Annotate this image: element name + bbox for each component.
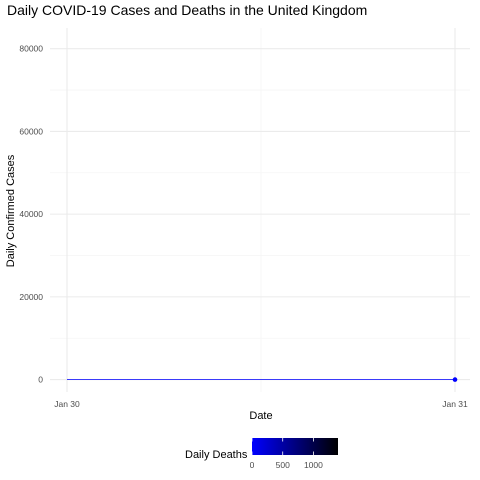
legend-colorbar [252, 438, 338, 455]
x-tick-label: Jan 30 [54, 399, 80, 409]
x-tick-label: Jan 31 [442, 399, 468, 409]
y-tick-label: 20000 [19, 292, 43, 302]
legend-tick-label: 0 [250, 460, 255, 470]
y-tick-label: 40000 [19, 209, 43, 219]
y-axis-ticks: 0 20000 40000 60000 80000 [19, 44, 43, 385]
legend: Daily Deaths 0 500 1000 [185, 438, 338, 470]
y-axis-title: Daily Confirmed Cases [5, 154, 17, 267]
x-axis-ticks: Jan 30 Jan 31 [54, 399, 468, 409]
y-tick-label: 80000 [19, 44, 43, 54]
legend-title: Daily Deaths [185, 449, 248, 461]
chart-title: Daily COVID-19 Cases and Deaths in the U… [7, 2, 367, 18]
grid [50, 28, 470, 392]
legend-ticks: 0 500 1000 [250, 438, 323, 470]
x-axis-title: Date [249, 410, 272, 422]
y-tick-label: 0 [38, 375, 43, 385]
data-point [452, 377, 458, 382]
legend-tick-label: 500 [276, 460, 290, 470]
legend-tick-label: 1000 [304, 460, 323, 470]
series-layer [67, 377, 458, 382]
y-tick-label: 60000 [19, 126, 43, 136]
